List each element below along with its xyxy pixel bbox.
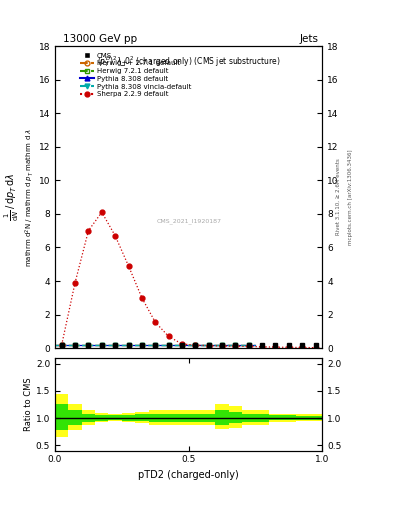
CMS (273, 342, 278, 348)
Bar (55, 404, 68, 430)
CMS (166, 342, 171, 348)
CMS (260, 342, 264, 348)
Bar (122, 413, 135, 422)
Bar (282, 415, 296, 420)
CMS (220, 342, 224, 348)
CMS (313, 342, 318, 348)
Bar (202, 411, 215, 424)
X-axis label: pTD2 (charged-only): pTD2 (charged-only) (138, 470, 239, 480)
CMS (99, 342, 104, 348)
Text: Jets: Jets (299, 33, 318, 44)
Bar (108, 414, 122, 421)
CMS (73, 342, 77, 348)
Bar (282, 414, 296, 422)
CMS (246, 342, 251, 348)
Bar (162, 411, 175, 424)
Bar (242, 414, 255, 422)
CMS (126, 342, 131, 348)
CMS (140, 342, 144, 348)
Bar (68, 404, 82, 430)
Bar (135, 412, 149, 423)
Bar (215, 404, 229, 429)
Bar (122, 415, 135, 421)
Bar (269, 415, 282, 420)
CMS (193, 342, 198, 348)
Bar (135, 414, 149, 421)
CMS (233, 342, 238, 348)
Bar (309, 416, 322, 420)
CMS (286, 342, 291, 348)
Bar (189, 411, 202, 424)
Text: mcplots.cern.ch [arXiv:1306.3436]: mcplots.cern.ch [arXiv:1306.3436] (348, 150, 353, 245)
Text: 13000 GeV pp: 13000 GeV pp (63, 33, 137, 44)
Bar (55, 394, 68, 437)
Bar (242, 411, 255, 424)
Bar (162, 414, 175, 422)
CMS (153, 342, 158, 348)
Bar (68, 411, 82, 424)
Bar (255, 414, 269, 422)
Line: CMS: CMS (59, 343, 318, 348)
Bar (229, 406, 242, 428)
Text: $\frac{1}{\mathrm{d}N}\,/\,\mathrm{d}p_T\,\mathrm{d}\lambda$: $\frac{1}{\mathrm{d}N}\,/\,\mathrm{d}p_T… (3, 173, 21, 221)
Bar (229, 412, 242, 423)
Bar (108, 415, 122, 420)
CMS (180, 342, 184, 348)
Bar (296, 414, 309, 421)
CMS (86, 342, 91, 348)
Y-axis label: Ratio to CMS: Ratio to CMS (24, 378, 33, 431)
Bar (309, 414, 322, 421)
Bar (215, 411, 229, 424)
CMS (59, 342, 64, 348)
Bar (175, 414, 189, 422)
CMS (206, 342, 211, 348)
Legend: CMS, Herwig++ 2.7.1 default, Herwig 7.2.1 default, Pythia 8.308 default, Pythia : CMS, Herwig++ 2.7.1 default, Herwig 7.2.… (80, 53, 191, 97)
Text: CMS_2021_I1920187: CMS_2021_I1920187 (156, 219, 221, 224)
Text: Rivet 3.1.10, ≥ 2.6M events: Rivet 3.1.10, ≥ 2.6M events (336, 159, 341, 236)
Bar (189, 414, 202, 422)
Text: $(p_T^D)^2\lambda\_0^2$ (charged only) (CMS jet substructure): $(p_T^D)^2\lambda\_0^2$ (charged only) (… (97, 54, 281, 69)
Bar (95, 415, 108, 421)
CMS (113, 342, 118, 348)
Bar (175, 411, 189, 424)
Bar (296, 416, 309, 420)
Y-axis label: mathrm d$^2$N / mathrm d $p_T$ mathrm d $\lambda$: mathrm d$^2$N / mathrm d $p_T$ mathrm d … (23, 127, 36, 267)
Bar (149, 411, 162, 424)
Bar (149, 414, 162, 422)
Bar (269, 414, 282, 422)
CMS (300, 342, 305, 348)
Bar (82, 411, 95, 424)
Bar (255, 411, 269, 424)
Bar (202, 414, 215, 422)
Bar (95, 413, 108, 422)
Bar (82, 414, 95, 422)
